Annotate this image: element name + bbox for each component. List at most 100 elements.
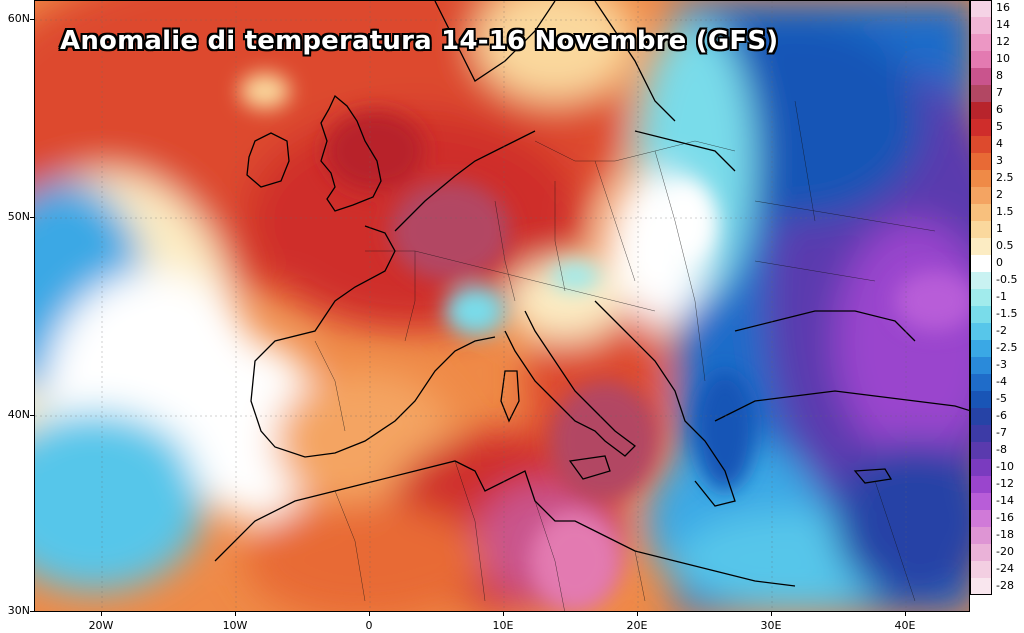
legend-label: -16 [996, 511, 1014, 524]
legend-swatch [970, 0, 992, 17]
legend-label: -12 [996, 477, 1014, 490]
legend-entry: 4 [970, 136, 1024, 153]
legend-label: 6 [996, 103, 1003, 116]
lat-tick-mark [30, 217, 34, 218]
legend-label: -8 [996, 443, 1007, 456]
legend-entry: -18 [970, 527, 1024, 544]
legend-entry: -10 [970, 459, 1024, 476]
legend-label: 2.5 [996, 171, 1014, 184]
legend-entry: -6 [970, 408, 1024, 425]
legend-label: 2 [996, 188, 1003, 201]
legend-entry: 7 [970, 85, 1024, 102]
lat-label-30n: 30N [7, 604, 30, 617]
lon-label-0: 0 [365, 619, 373, 632]
legend-swatch [970, 408, 992, 425]
legend-entry: 12 [970, 34, 1024, 51]
lat-tick-mark [30, 415, 34, 416]
lon-label-10e: 10E [492, 619, 514, 632]
lat-tick-mark [30, 19, 34, 20]
legend-label: -0.5 [996, 273, 1018, 286]
temperature-anomaly-map [35, 1, 969, 611]
legend-label: -10 [996, 460, 1014, 473]
legend-entry: -0.5 [970, 272, 1024, 289]
legend-label: 0.5 [996, 239, 1014, 252]
legend-label: 3 [996, 154, 1003, 167]
legend-label: -2 [996, 324, 1007, 337]
legend-swatch [970, 561, 992, 578]
legend-swatch [970, 153, 992, 170]
legend-entry: -8 [970, 442, 1024, 459]
legend-swatch [970, 170, 992, 187]
legend-entry: -3 [970, 357, 1024, 374]
legend-entry: -24 [970, 561, 1024, 578]
legend-entry: 16 [970, 0, 1024, 17]
legend-swatch [970, 289, 992, 306]
legend-label: 8 [996, 69, 1003, 82]
legend-entry: -12 [970, 476, 1024, 493]
legend-entry: 5 [970, 119, 1024, 136]
legend-label: -24 [996, 562, 1014, 575]
lon-tick-mark [369, 612, 370, 616]
legend-swatch [970, 221, 992, 238]
legend-swatch [970, 187, 992, 204]
legend-entry: 2.5 [970, 170, 1024, 187]
lon-tick-mark [637, 612, 638, 616]
country-borders [314, 100, 936, 611]
legend-swatch [970, 272, 992, 289]
legend-label: 10 [996, 52, 1010, 65]
legend-swatch [970, 306, 992, 323]
legend-label: 7 [996, 86, 1003, 99]
lon-tick-mark [905, 612, 906, 616]
legend-swatch [970, 255, 992, 272]
legend-swatch [970, 323, 992, 340]
legend-entry: -4 [970, 374, 1024, 391]
lon-label-20e: 20E [626, 619, 648, 632]
legend-label: -28 [996, 579, 1014, 592]
color-legend: 16 14 12 10 8 7 6 5 4 3 2.5 2 1.5 1 0.5 0 -0.5 -1 -1.5 -2 -2… [970, 0, 1024, 612]
legend-swatch [970, 340, 992, 357]
map-title: Anomalie di temperatura 14-16 Novembre (… [60, 26, 779, 56]
lon-label-30e: 30E [760, 619, 782, 632]
lon-tick-mark [101, 612, 102, 616]
legend-label: -6 [996, 409, 1007, 422]
legend-label: -18 [996, 528, 1014, 541]
lon-tick-mark [771, 612, 772, 616]
legend-swatch [970, 544, 992, 561]
lon-label-40e: 40E [894, 619, 916, 632]
legend-swatch [970, 357, 992, 374]
legend-swatch [970, 68, 992, 85]
legend-swatch [970, 119, 992, 136]
legend-label: 1.5 [996, 205, 1014, 218]
legend-label: -1.5 [996, 307, 1018, 320]
legend-label: 14 [996, 18, 1010, 31]
legend-label: -3 [996, 358, 1007, 371]
legend-label: -1 [996, 290, 1007, 303]
legend-label: 16 [996, 1, 1010, 14]
legend-label: 0 [996, 256, 1003, 269]
legend-swatch [970, 102, 992, 119]
legend-label: 4 [996, 137, 1003, 150]
legend-swatch [970, 238, 992, 255]
legend-label: -5 [996, 392, 1007, 405]
legend-entry: 8 [970, 68, 1024, 85]
legend-label: -2.5 [996, 341, 1018, 354]
legend-entry: -1.5 [970, 306, 1024, 323]
lat-label-60n: 60N [7, 12, 30, 25]
legend-label: -20 [996, 545, 1014, 558]
legend-entry: 0.5 [970, 238, 1024, 255]
coastlines [214, 1, 969, 587]
legend-entry: 1 [970, 221, 1024, 238]
legend-entry: 6 [970, 102, 1024, 119]
legend-label: -14 [996, 494, 1014, 507]
legend-entry: 10 [970, 51, 1024, 68]
lat-tick-mark [30, 611, 34, 612]
legend-entry: 1.5 [970, 204, 1024, 221]
legend-swatch [970, 136, 992, 153]
legend-label: 1 [996, 222, 1003, 235]
legend-entry: -16 [970, 510, 1024, 527]
legend-entry: -1 [970, 289, 1024, 306]
legend-swatch [970, 493, 992, 510]
legend-entry: 2 [970, 187, 1024, 204]
legend-swatch [970, 442, 992, 459]
